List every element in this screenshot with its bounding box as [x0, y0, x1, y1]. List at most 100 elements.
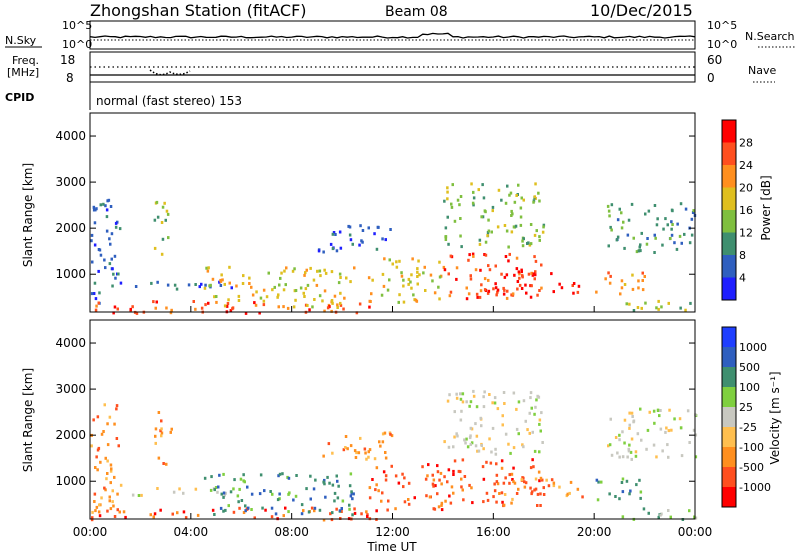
velocity-echo-cell	[491, 426, 495, 430]
velocity-echo-cell	[636, 432, 640, 436]
velocity-echo-cell	[531, 430, 534, 434]
velocity-echo-cell	[646, 428, 650, 432]
velocity-echo-cell	[466, 445, 470, 449]
velocity-echo-cell	[250, 508, 253, 511]
power-echo-cell	[643, 275, 646, 278]
power-echo-cell	[348, 233, 352, 237]
velocity-echo-cell	[413, 496, 416, 500]
power-echo-cell	[684, 308, 687, 312]
power-echo-cell	[607, 244, 610, 248]
power-echo-cell	[676, 222, 679, 226]
velocity-echo-cell	[278, 492, 281, 496]
power-echo-cell	[632, 236, 635, 240]
velocity-echo-cell	[485, 491, 489, 495]
velocity-echo-cell	[437, 505, 441, 509]
power-echo-cell	[533, 195, 536, 199]
velocity-echo-cell	[539, 492, 542, 496]
velocity-echo-cell	[659, 513, 662, 517]
power-echo-cell	[480, 283, 483, 287]
power-ylabel: Slant Range [km]	[21, 163, 35, 267]
velocity-echo-cell	[539, 504, 542, 507]
power-echo-cell	[98, 291, 101, 295]
power-echo-cell	[227, 298, 230, 302]
power-echo-cell	[94, 308, 98, 312]
velocity-echo-cell	[95, 455, 98, 459]
power-echo-cell	[534, 182, 537, 186]
velocity-echo-cell	[109, 469, 113, 473]
power-echo-cell	[533, 233, 537, 237]
power-echo-cell	[533, 277, 536, 281]
velocity-echo-cell	[159, 508, 162, 512]
velocity-echo-cell	[515, 492, 519, 495]
velocity-echo-cell	[160, 434, 163, 438]
velocity-echo-cell	[621, 477, 625, 481]
velocity-echo-cell	[655, 455, 658, 459]
power-echo-cell	[111, 284, 114, 288]
velocity-echo-cell	[597, 480, 600, 484]
power-echo-cell	[670, 227, 673, 231]
velocity-echo-cell	[469, 426, 473, 430]
power-echo-cell	[497, 188, 501, 192]
velocity-echo-cell	[496, 407, 500, 411]
velocity-echo-cell	[157, 411, 161, 414]
freq-label: Freq.	[12, 54, 39, 67]
power-echo-cell	[494, 286, 498, 290]
noise-right-tick-bottom: 10^0	[707, 38, 737, 51]
power-echo-cell	[271, 288, 274, 292]
power-echo-cell	[349, 238, 353, 242]
velocity-echo-cell	[203, 476, 207, 480]
velocity-echo-cell	[270, 506, 274, 510]
power-echo-cell	[458, 203, 461, 207]
velocity-echo-cell	[348, 484, 352, 488]
velocity-echo-cell	[375, 509, 378, 513]
velocity-echo-cell	[286, 475, 289, 479]
velocity-echo-cell	[513, 481, 517, 485]
power-echo-cell	[469, 277, 473, 281]
power-echo-cell	[150, 281, 153, 285]
velocity-colorbar: 1000 500 100 25 -25 -100 -500 -1000	[721, 326, 771, 508]
power-echo-cell	[368, 305, 371, 309]
velocity-echo-cell	[542, 493, 546, 496]
power-echo-cell	[348, 225, 352, 229]
power-echo-cell	[407, 277, 411, 281]
power-echo-cell	[647, 209, 651, 213]
velocity-colorbar-swatch	[722, 447, 736, 467]
power-echo-cell	[467, 292, 471, 296]
velocity-echo-cell	[131, 493, 135, 497]
velocity-echo-cell	[354, 456, 358, 459]
power-echo-cell	[525, 291, 528, 295]
power-echo-cell	[640, 231, 643, 235]
station-title: Zhongshan Station (fitACF)	[90, 1, 307, 20]
power-echo-cell	[131, 305, 134, 309]
power-echo-cell	[532, 200, 535, 204]
velocity-echo-cell	[694, 455, 698, 459]
power-echo-cell	[410, 273, 413, 277]
power-echo-cell	[455, 266, 459, 270]
velocity-echo-cell	[90, 444, 93, 448]
velocity-echo-cell	[106, 459, 109, 463]
power-echo-cell	[155, 300, 158, 304]
power-colorbar-swatch	[722, 142, 736, 165]
power-echo-cell	[293, 267, 296, 271]
velocity-echo-cell	[239, 477, 243, 481]
power-echo-cell	[244, 311, 248, 315]
power-echo-cell	[192, 300, 195, 303]
power-echo-cell	[467, 258, 470, 262]
power-echo-cell	[322, 250, 325, 254]
velocity-echo-cell	[389, 432, 392, 436]
power-echo-cell	[367, 226, 370, 230]
noise-right-tick-top: 10^5	[707, 19, 737, 32]
velocity-echo-cell	[178, 487, 181, 491]
power-echo-cell	[208, 284, 211, 288]
power-echo-cell	[90, 239, 93, 243]
power-echo-cell	[389, 228, 392, 231]
power-echo-cell	[449, 290, 453, 294]
power-ytick-label: 1000	[55, 267, 86, 281]
velocity-echo-cell	[438, 478, 441, 482]
velocity-echo-cell	[694, 516, 698, 520]
velocity-echo-cell	[616, 451, 619, 455]
velocity-echo-cell	[538, 450, 541, 454]
velocity-echo-cell	[652, 443, 656, 447]
power-echo-cell	[198, 285, 201, 289]
velocity-echo-cell	[432, 507, 435, 511]
